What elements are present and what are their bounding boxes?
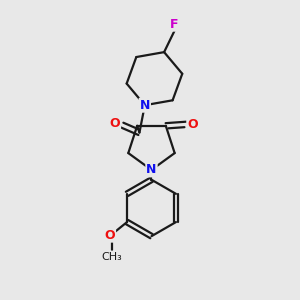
- Text: O: O: [110, 117, 120, 130]
- Text: O: O: [104, 229, 115, 242]
- Text: N: N: [146, 164, 157, 176]
- Text: O: O: [187, 118, 198, 131]
- Text: F: F: [170, 18, 179, 31]
- Text: CH₃: CH₃: [101, 252, 122, 262]
- Text: N: N: [140, 99, 150, 112]
